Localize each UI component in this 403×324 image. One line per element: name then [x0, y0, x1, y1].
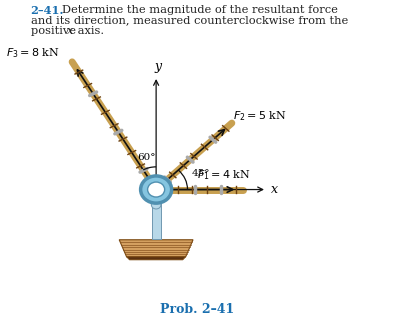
Text: $F_1 = 4$ kN: $F_1 = 4$ kN	[197, 168, 251, 182]
Text: 2–41.: 2–41.	[31, 5, 64, 16]
Text: positive: positive	[31, 26, 79, 36]
Text: x: x	[271, 183, 278, 196]
Text: and its direction, measured counterclockwise from the: and its direction, measured counterclock…	[31, 16, 348, 26]
Text: Determine the magnitude of the resultant force: Determine the magnitude of the resultant…	[62, 5, 338, 15]
Text: 60°: 60°	[137, 153, 156, 162]
Text: $F_2 = 5$ kN: $F_2 = 5$ kN	[233, 110, 287, 123]
Text: 45°: 45°	[192, 169, 210, 178]
Text: Prob. 2–41: Prob. 2–41	[160, 303, 234, 316]
Bar	[152, 203, 161, 239]
Polygon shape	[119, 240, 193, 257]
Circle shape	[147, 182, 165, 197]
Polygon shape	[127, 257, 186, 260]
Text: axis.: axis.	[74, 26, 104, 36]
Text: $F_3 = 8$ kN: $F_3 = 8$ kN	[6, 46, 60, 60]
Circle shape	[151, 201, 161, 209]
Text: x: x	[67, 26, 73, 36]
Circle shape	[141, 176, 172, 203]
Text: y: y	[154, 60, 162, 73]
